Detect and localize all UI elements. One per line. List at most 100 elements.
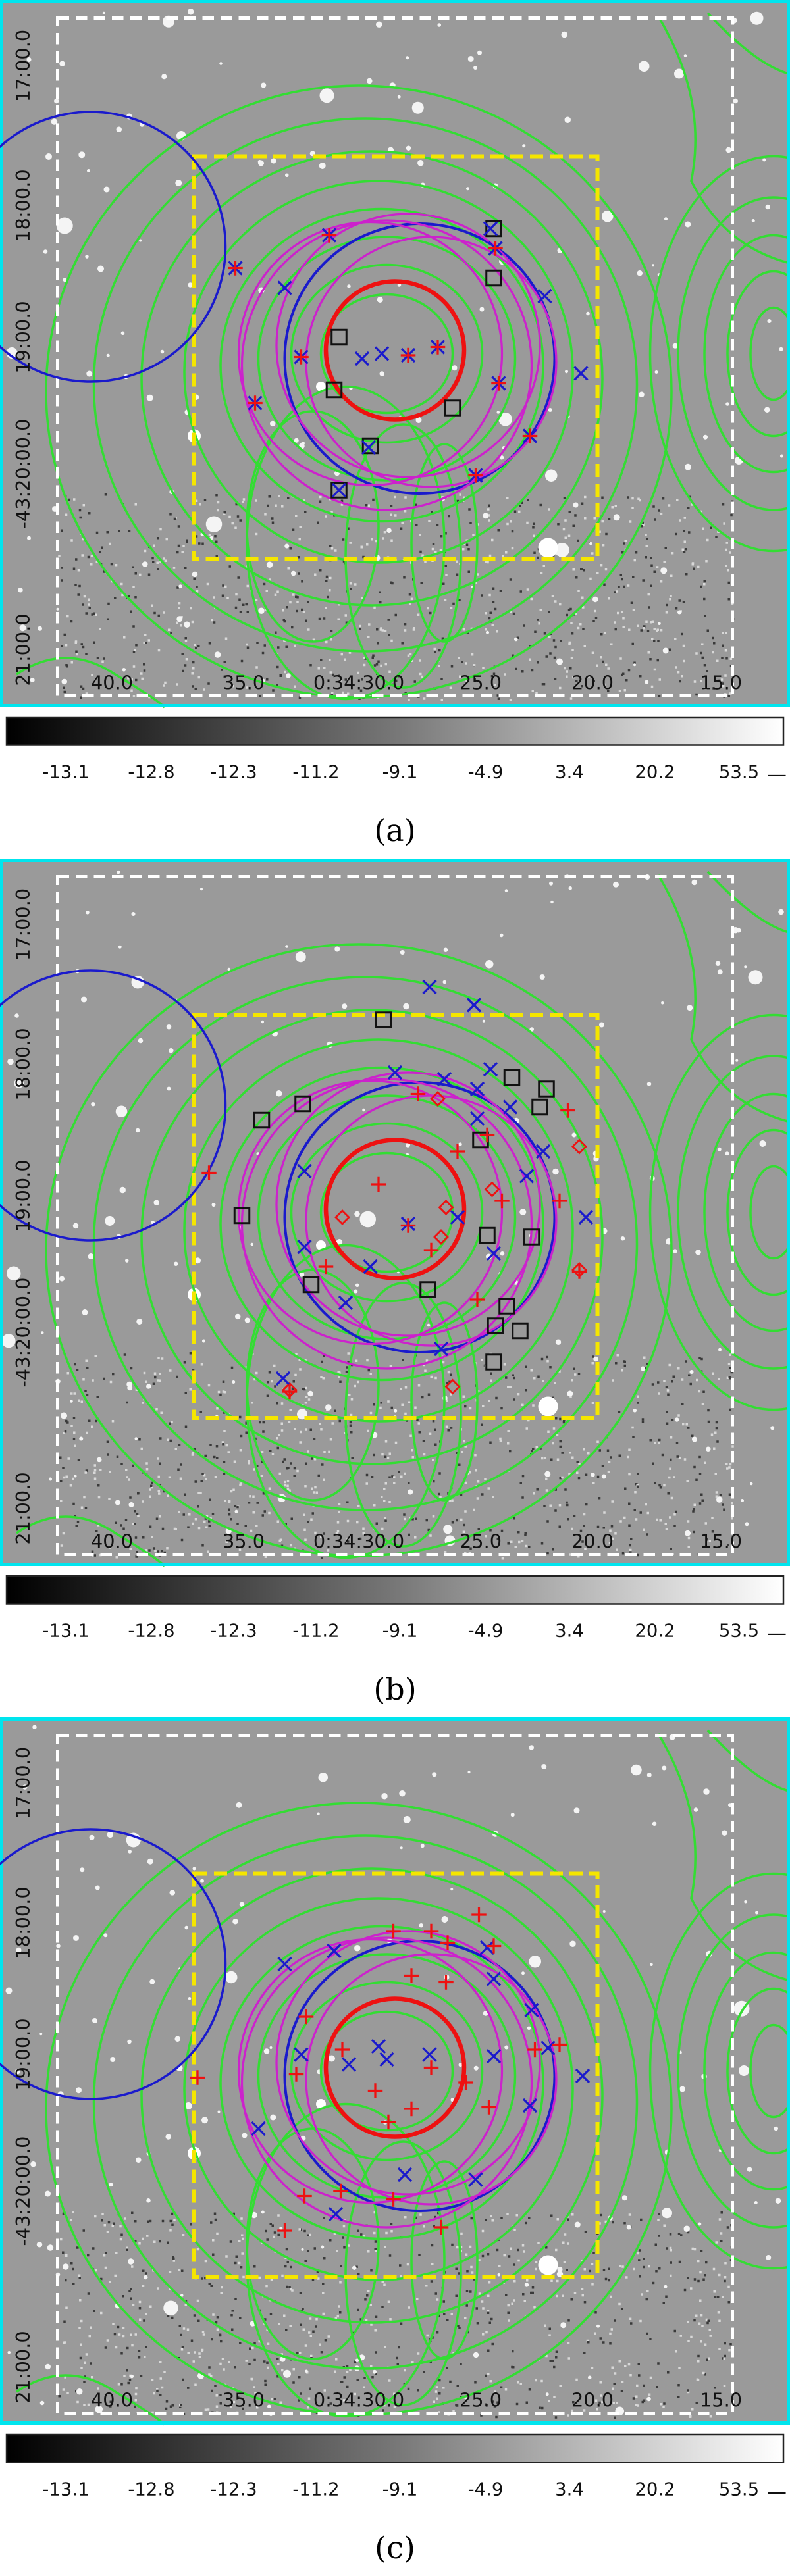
noise-pixel [271,517,274,520]
noise-pixel [455,2294,458,2297]
noise-pixel [332,673,334,676]
noise-pixel [475,582,477,584]
noise-pixel [184,2304,187,2306]
noise-pixel [708,1540,711,1542]
noise-pixel [194,1480,197,1483]
noise-pixel [161,2386,164,2389]
noise-pixel [367,504,370,507]
noise-pixel [167,2315,170,2317]
noise-pixel [230,1490,233,1493]
noise-pixel [610,1456,612,1459]
noise-pixel [240,2217,243,2220]
noise-pixel [685,548,687,551]
star [620,1236,625,1241]
star [45,2363,51,2370]
noise-pixel [293,1475,296,1477]
star [359,1211,376,1228]
noise-pixel [592,1355,594,1358]
noise-pixel [525,1365,527,1368]
colorbar-tick-label: -13.1 [42,1621,89,1642]
star [677,610,681,615]
noise-pixel [729,1463,732,1466]
noise-pixel [616,1354,619,1357]
noise-pixel [690,2287,693,2290]
noise-pixel [503,1363,506,1366]
noise-pixel [383,1488,386,1490]
noise-pixel [262,1421,265,1424]
star [180,2294,184,2297]
noise-pixel [178,1511,180,1513]
noise-pixel [662,497,665,500]
noise-pixel [78,2277,81,2279]
noise-pixel [417,1384,421,1387]
noise-pixel [325,640,328,644]
noise-pixel [623,1516,626,1519]
noise-pixel [294,1547,296,1550]
noise-pixel [271,2398,273,2401]
noise-pixel [419,659,421,662]
noise-pixel [357,2273,360,2275]
noise-pixel [470,2265,473,2269]
noise-pixel [255,599,258,601]
noise-pixel [584,495,587,499]
noise-pixel [509,1386,512,1388]
star [110,2057,116,2062]
noise-pixel [675,607,678,610]
noise-pixel [718,2273,721,2277]
noise-pixel [427,607,429,610]
star [135,1128,140,1133]
contour-line [726,1987,790,2155]
star [87,169,90,172]
noise-pixel [231,522,234,525]
noise-pixel [716,1440,719,1443]
noise-pixel [208,642,211,645]
star [744,1900,747,1904]
noise-pixel [70,2219,72,2221]
noise-pixel [97,1524,100,1527]
noise-pixel [514,510,517,513]
noise-pixel [172,2257,175,2260]
noise-pixel [334,2317,337,2319]
noise-pixel [707,1420,710,1423]
noise-pixel [727,569,729,572]
noise-pixel [615,1362,618,1365]
outer-dashed-box [56,875,734,1556]
noise-pixel [485,628,487,631]
noise-pixel [544,2324,546,2327]
noise-pixel [681,675,683,678]
noise-pixel [359,2318,362,2321]
contour-line [219,207,544,523]
noise-pixel [438,1492,440,1496]
noise-pixel [558,1504,562,1507]
noise-pixel [591,552,594,555]
noise-pixel [101,546,103,549]
diamond-marker [430,1091,446,1107]
noise-pixel [187,2352,190,2354]
noise-pixel [619,1520,622,1523]
noise-pixel [586,2339,589,2342]
noise-pixel [87,2254,90,2257]
noise-pixel [142,2237,144,2240]
noise-pixel [411,2361,414,2364]
noise-pixel [248,1462,250,1465]
noise-pixel [177,544,180,547]
noise-pixel [373,664,377,667]
noise-pixel [163,557,165,560]
noise-pixel [113,2222,115,2225]
noise-pixel [139,2318,142,2321]
noise-pixel [215,540,218,543]
noise-pixel [665,1386,668,1388]
noise-pixel [530,2291,533,2294]
noise-pixel [381,1527,384,1530]
star [573,1807,580,1814]
noise-pixel [564,667,566,670]
noise-pixel [406,1419,408,1422]
noise-pixel [350,1413,353,1417]
noise-pixel [373,1403,375,1406]
star [504,2045,509,2050]
noise-pixel [530,1369,533,1372]
noise-pixel [122,2335,125,2338]
noise-pixel [663,1484,666,1487]
noise-pixel [485,1535,487,1538]
noise-pixel [88,598,90,601]
